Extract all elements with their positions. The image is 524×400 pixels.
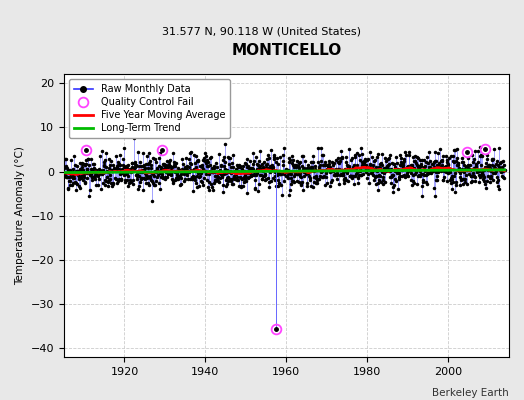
Text: 31.577 N, 90.118 W (United States): 31.577 N, 90.118 W (United States) xyxy=(162,26,362,36)
Title: MONTICELLO: MONTICELLO xyxy=(231,43,342,58)
Text: Berkeley Earth: Berkeley Earth xyxy=(432,388,508,398)
Y-axis label: Temperature Anomaly (°C): Temperature Anomaly (°C) xyxy=(15,146,25,285)
Legend: Raw Monthly Data, Quality Control Fail, Five Year Moving Average, Long-Term Tren: Raw Monthly Data, Quality Control Fail, … xyxy=(69,79,230,138)
